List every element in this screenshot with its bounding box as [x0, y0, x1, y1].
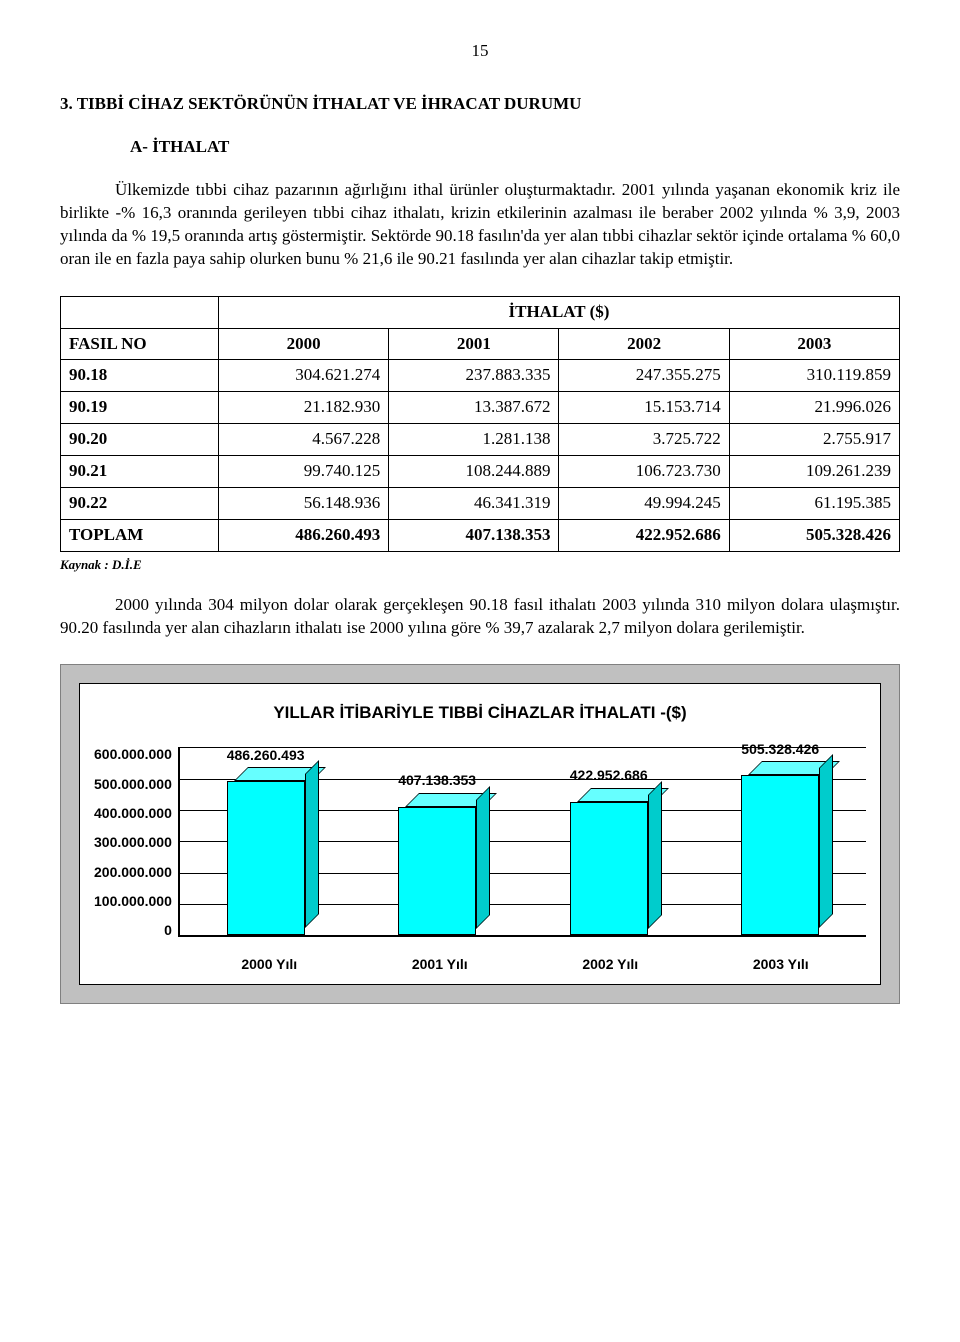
section-heading: 3. TIBBİ CİHAZ SEKTÖRÜNÜN İTHALAT VE İHR…	[60, 93, 900, 116]
chart-title: YILLAR İTİBARİYLE TIBBİ CİHAZLAR İTHALAT…	[94, 702, 866, 725]
chart-bar: 486.260.493	[190, 747, 341, 935]
table-row: 90.21 99.740.125 108.244.889 106.723.730…	[61, 456, 900, 488]
table-row: 90.18 304.621.274 237.883.335 247.355.27…	[61, 360, 900, 392]
table-header-row: FASIL NO 2000 2001 2002 2003	[61, 328, 900, 360]
chart-bar-label: 505.328.426	[690, 740, 871, 759]
sub-heading: A- İTHALAT	[130, 136, 900, 159]
col-2000: 2000	[218, 328, 388, 360]
chart-bar: 422.952.686	[533, 747, 684, 935]
page-number: 15	[60, 40, 900, 63]
col-2001: 2001	[389, 328, 559, 360]
col-2003: 2003	[729, 328, 899, 360]
table-row: 90.22 56.148.936 46.341.319 49.994.245 6…	[61, 488, 900, 520]
chart-bar-label: 486.260.493	[175, 746, 356, 765]
table-row: 90.20 4.567.228 1.281.138 3.725.722 2.75…	[61, 424, 900, 456]
col-2002: 2002	[559, 328, 729, 360]
chart-bar: 407.138.353	[362, 747, 513, 935]
chart-x-axis: 2000 Yılı 2001 Yılı 2002 Yılı 2003 Yılı	[184, 955, 866, 974]
import-table: İTHALAT ($) FASIL NO 2000 2001 2002 2003…	[60, 296, 900, 553]
table-source: Kaynak : D.İ.E	[60, 556, 900, 574]
table-title: İTHALAT ($)	[218, 296, 899, 328]
chart-bar: 505.328.426	[705, 747, 856, 935]
paragraph-2: 2000 yılında 304 milyon dolar olarak ger…	[60, 594, 900, 640]
table-total-row: TOPLAM 486.260.493 407.138.353 422.952.6…	[61, 520, 900, 552]
chart-container: YILLAR İTİBARİYLE TIBBİ CİHAZLAR İTHALAT…	[60, 664, 900, 1004]
chart-y-axis: 600.000.000 500.000.000 400.000.000 300.…	[94, 747, 178, 937]
chart-plot-area: 486.260.493407.138.353422.952.686505.328…	[178, 747, 866, 937]
chart-bar-label: 407.138.353	[347, 771, 528, 790]
col-fasil: FASIL NO	[61, 328, 219, 360]
chart-bar-label: 422.952.686	[518, 766, 699, 785]
table-row: 90.19 21.182.930 13.387.672 15.153.714 2…	[61, 392, 900, 424]
paragraph-1: Ülkemizde tıbbi cihaz pazarının ağırlığı…	[60, 179, 900, 271]
